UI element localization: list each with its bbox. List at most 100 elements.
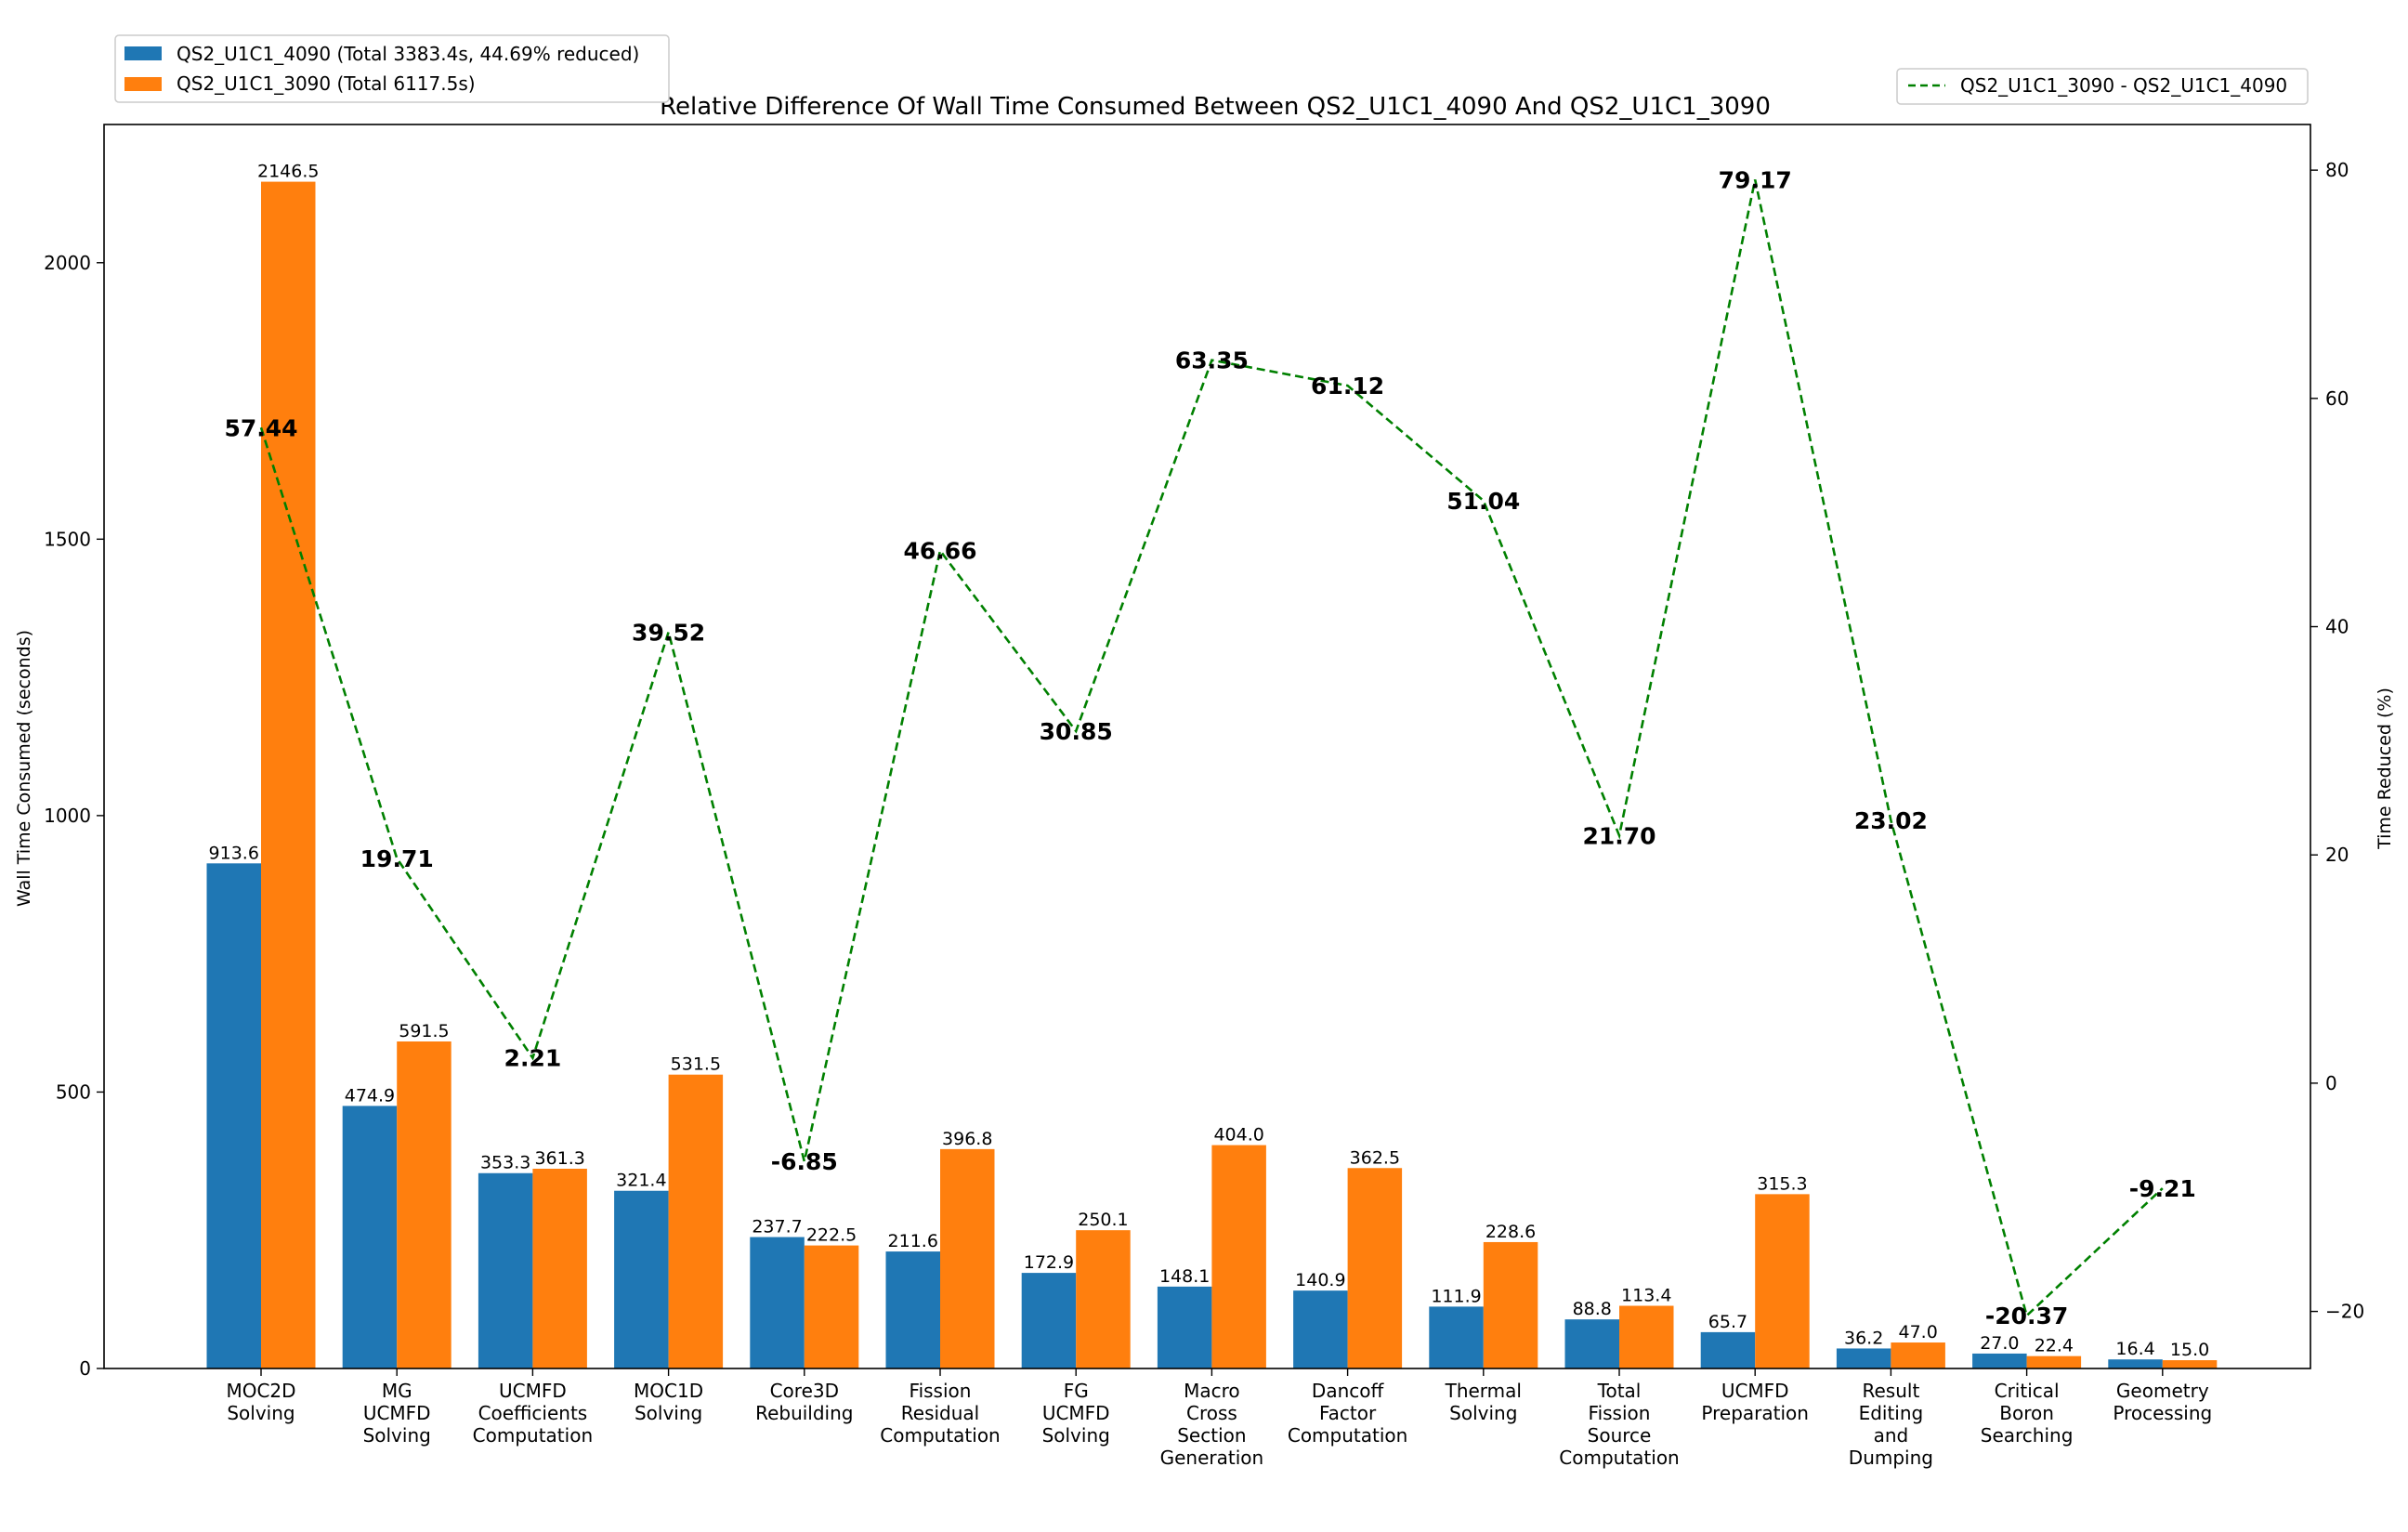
x-category-label-line: Preparation: [1701, 1402, 1809, 1424]
bar-series0-0: [206, 863, 261, 1368]
bar-value-label: 362.5: [1350, 1147, 1400, 1168]
bar-series1-0: [261, 181, 316, 1368]
y-tick-label: 500: [56, 1080, 91, 1103]
bar-value-label: 913.6: [209, 843, 259, 863]
bar-series1-10: [1619, 1305, 1674, 1368]
bar-value-label: 36.2: [1844, 1328, 1883, 1348]
legend-label-4090: QS2_U1C1_4090 (Total 3383.4s, 44.69% red…: [177, 43, 639, 65]
x-category-label-line: MOC1D: [634, 1380, 703, 1402]
line-value-label: 39.52: [632, 619, 705, 646]
x-category-label-line: Solving: [363, 1424, 431, 1447]
x-category-label-line: Result: [1863, 1380, 1920, 1402]
x-category-label-line: Residual: [901, 1402, 979, 1424]
x-category-label: MOC1D Solving: [634, 1380, 703, 1424]
bar-value-label: 404.0: [1213, 1125, 1263, 1146]
y2-tick-label: −20: [2325, 1301, 2364, 1323]
bar-series0-12: [1836, 1348, 1891, 1368]
bar-value-label: 172.9: [1024, 1252, 1074, 1273]
plot-layer: 913.6 474.9 353.3 321.4 237.7 211.6 172.9 148.1…: [206, 162, 2218, 1368]
legend-swatch-4090: [124, 46, 162, 60]
bar-series0-5: [885, 1251, 940, 1368]
x-category-label-line: Rebuilding: [755, 1402, 853, 1424]
y-tick-label: 1000: [44, 805, 91, 827]
bar-value-label: 531.5: [671, 1054, 721, 1075]
legend-swatch-3090: [124, 77, 162, 91]
bar-value-label: 250.1: [1078, 1210, 1128, 1230]
x-category-label-line: UCMFD: [499, 1380, 567, 1402]
y-tick-label: 0: [79, 1357, 91, 1380]
x-category-label-line: Computation: [1288, 1424, 1407, 1447]
x-category-label-line: Solving: [635, 1402, 702, 1424]
line-value-label: 30.85: [1040, 718, 1113, 745]
line-value-label: 61.12: [1311, 373, 1384, 399]
bar-series0-7: [1157, 1286, 1212, 1368]
bar-series1-5: [940, 1148, 995, 1368]
x-category-label-line: UCMFD: [1042, 1402, 1110, 1424]
x-category-label-line: Core3D: [770, 1380, 839, 1402]
x-category-label: Dancoff Factor Computation: [1288, 1380, 1407, 1447]
y-tick-label: 2000: [44, 252, 91, 274]
x-category-label: MG UCMFD Solving: [363, 1380, 431, 1447]
x-category-label-line: UCMFD: [363, 1402, 431, 1424]
legend-left-frame: [114, 34, 670, 103]
y2-tick-label: 0: [2325, 1072, 2337, 1094]
line-value-label: 46.66: [903, 538, 976, 565]
bar-series1-2: [532, 1168, 587, 1368]
bar-value-label: 321.4: [616, 1171, 666, 1191]
legend-right-frame: [1896, 68, 2309, 105]
x-category-label-line: UCMFD: [1721, 1380, 1789, 1402]
x-category-label-line: Source: [1588, 1424, 1652, 1447]
x-category-label-line: MOC2D: [226, 1380, 295, 1402]
x-category-label-line: Dumping: [1849, 1447, 1933, 1469]
x-category-label-line: FG: [1064, 1380, 1089, 1402]
line-value-label: 51.04: [1446, 488, 1520, 515]
bar-value-label: 222.5: [806, 1225, 857, 1246]
x-category-label-line: Cross: [1186, 1402, 1237, 1424]
bar-value-label: 353.3: [480, 1153, 530, 1173]
bar-value-label: 148.1: [1159, 1266, 1210, 1287]
line-value-label: -20.37: [1985, 1303, 2068, 1329]
bar-value-label: 15.0: [2170, 1340, 2209, 1360]
bar-value-label: 88.8: [1573, 1299, 1612, 1319]
bar-value-label: 47.0: [1898, 1322, 1937, 1342]
bar-series1-6: [1076, 1230, 1131, 1368]
y2-tick-label: 20: [2325, 844, 2349, 866]
line-value-label: 79.17: [1719, 166, 1792, 193]
line-value-label: 57.44: [224, 414, 297, 441]
x-category-label: Geometry Processing: [2113, 1380, 2212, 1424]
line-value-label: 19.71: [360, 845, 434, 872]
bar-series0-11: [1700, 1331, 1756, 1368]
line-value-label: -6.85: [771, 1148, 838, 1175]
legend-label-3090: QS2_U1C1_3090 (Total 6117.5s): [177, 72, 476, 95]
x-category-label-line: Thermal: [1445, 1380, 1522, 1402]
bar-series0-10: [1564, 1319, 1619, 1368]
bar-value-label: 22.4: [2035, 1336, 2074, 1356]
x-category-label: UCMFD Coefficients Computation: [473, 1380, 593, 1447]
line-value-label: -9.21: [2129, 1175, 2196, 1202]
bar-series0-8: [1293, 1290, 1348, 1368]
x-category-label: MOC2D Solving: [226, 1380, 295, 1424]
x-category-label: UCMFD Preparation: [1701, 1380, 1809, 1424]
y-axis-label: Wall Time Consumed (seconds): [14, 630, 34, 907]
x-category-label-line: Coefficients: [478, 1402, 588, 1424]
bar-series0-13: [1972, 1353, 2027, 1368]
bar-series1-1: [397, 1041, 452, 1368]
bar-series1-11: [1755, 1194, 1810, 1368]
x-category-label-line: Dancoff: [1312, 1380, 1385, 1402]
bar-value-label: 27.0: [1980, 1333, 2019, 1354]
bar-series1-14: [2162, 1360, 2218, 1368]
y2-tick-label: 40: [2325, 616, 2349, 638]
bar-value-label: 140.9: [1295, 1270, 1345, 1290]
x-category-label: Total Fission Source Computation: [1559, 1380, 1679, 1469]
x-category-label: Fission Residual Computation: [880, 1380, 1000, 1447]
bar-series1-13: [2026, 1355, 2082, 1368]
y2-axis-label: Time Reduced (%): [2375, 687, 2395, 850]
y2-tick-label: 80: [2325, 159, 2349, 181]
line-value-label: 2.21: [504, 1045, 562, 1072]
x-category-label-line: Computation: [1559, 1447, 1679, 1469]
x-category-label-line: MG: [382, 1380, 412, 1402]
bar-series1-8: [1347, 1168, 1403, 1368]
bar-series0-4: [750, 1237, 805, 1368]
y2-tick-label: 60: [2325, 387, 2349, 410]
